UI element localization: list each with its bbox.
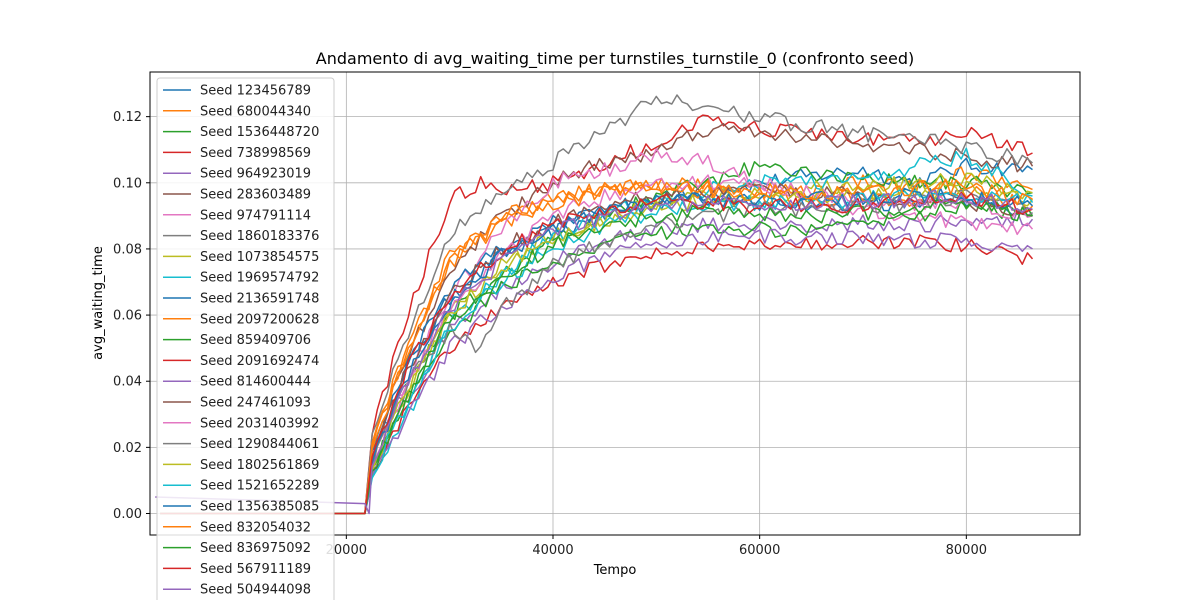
legend-entry: Seed 814600444	[200, 375, 311, 390]
legend-entry: Seed 2031403992	[200, 416, 319, 431]
legend-entry: Seed 123456789	[200, 84, 311, 99]
legend-entry: Seed 1969574792	[200, 271, 319, 286]
legend-entry: Seed 1073854575	[200, 250, 319, 265]
legend-entry: Seed 567911189	[200, 562, 311, 577]
series-line	[155, 189, 1033, 515]
y-tick-label: 0.08	[113, 242, 142, 257]
legend-entry: Seed 2091692474	[200, 354, 319, 369]
legend-box	[156, 77, 335, 600]
series-line	[160, 114, 1033, 515]
series-line	[160, 94, 1033, 515]
legend-entry: Seed 1290844061	[200, 437, 319, 452]
series-line	[160, 199, 1033, 515]
plot-frame	[149, 71, 1081, 536]
legend-entry: Seed 964923019	[200, 167, 311, 182]
legend-entry: Seed 680044340	[200, 104, 311, 119]
legend-entry: Seed 738998569	[200, 146, 311, 161]
legend-entry: Seed 1860183376	[200, 229, 319, 244]
y-tick-label: 0.10	[113, 176, 142, 191]
series-line	[160, 172, 1033, 515]
legend-entry: Seed 1521652289	[200, 479, 319, 494]
x-axis-label: Tempo	[593, 563, 637, 578]
chart-title: Andamento di avg_waiting_time per turnst…	[316, 49, 914, 69]
x-tick-label: 80000	[946, 543, 987, 558]
legend-entry: Seed 832054032	[200, 520, 311, 535]
series-line	[160, 190, 1033, 515]
series-line	[160, 178, 1033, 515]
x-tick-label: 40000	[532, 543, 573, 558]
y-tick-label: 0.02	[113, 441, 142, 456]
legend-entry: Seed 1802561869	[200, 458, 319, 473]
series-line	[160, 161, 1033, 515]
y-tick-label: 0.12	[113, 110, 142, 125]
legend-entry: Seed 2136591748	[200, 292, 319, 307]
x-tick-label: 60000	[739, 543, 780, 558]
y-axis-ticks: 0.00 0.02 0.04 0.06 0.08 0.10 0.12	[113, 110, 150, 522]
x-tick-label: 20000	[326, 543, 367, 558]
y-axis-label: avg_waiting_time	[91, 246, 106, 360]
x-axis-ticks: 20000 40000 60000 80000	[326, 535, 987, 558]
legend-entry: Seed 836975092	[200, 541, 311, 556]
y-tick-label: 0.00	[113, 507, 142, 522]
legend-entry: Seed 247461093	[200, 396, 311, 411]
legend: Seed 123456789 Seed 680044340 Seed 1536448…	[156, 77, 335, 600]
y-tick-label: 0.04	[113, 375, 142, 390]
series-lines	[155, 94, 1034, 515]
legend-entry: Seed 1536448720	[200, 125, 319, 140]
legend-entry: Seed 859409706	[200, 333, 311, 348]
series-line	[160, 228, 1033, 515]
legend-entry: Seed 504944098	[200, 583, 311, 598]
series-line	[160, 174, 1033, 515]
legend-entry: Seed 1356385085	[200, 500, 319, 515]
legend-entry: Seed 974791114	[200, 208, 311, 223]
y-tick-label: 0.06	[113, 309, 142, 324]
legend-entry: Seed 2097200628	[200, 312, 319, 327]
legend-entry: Seed 283603489	[200, 188, 311, 203]
